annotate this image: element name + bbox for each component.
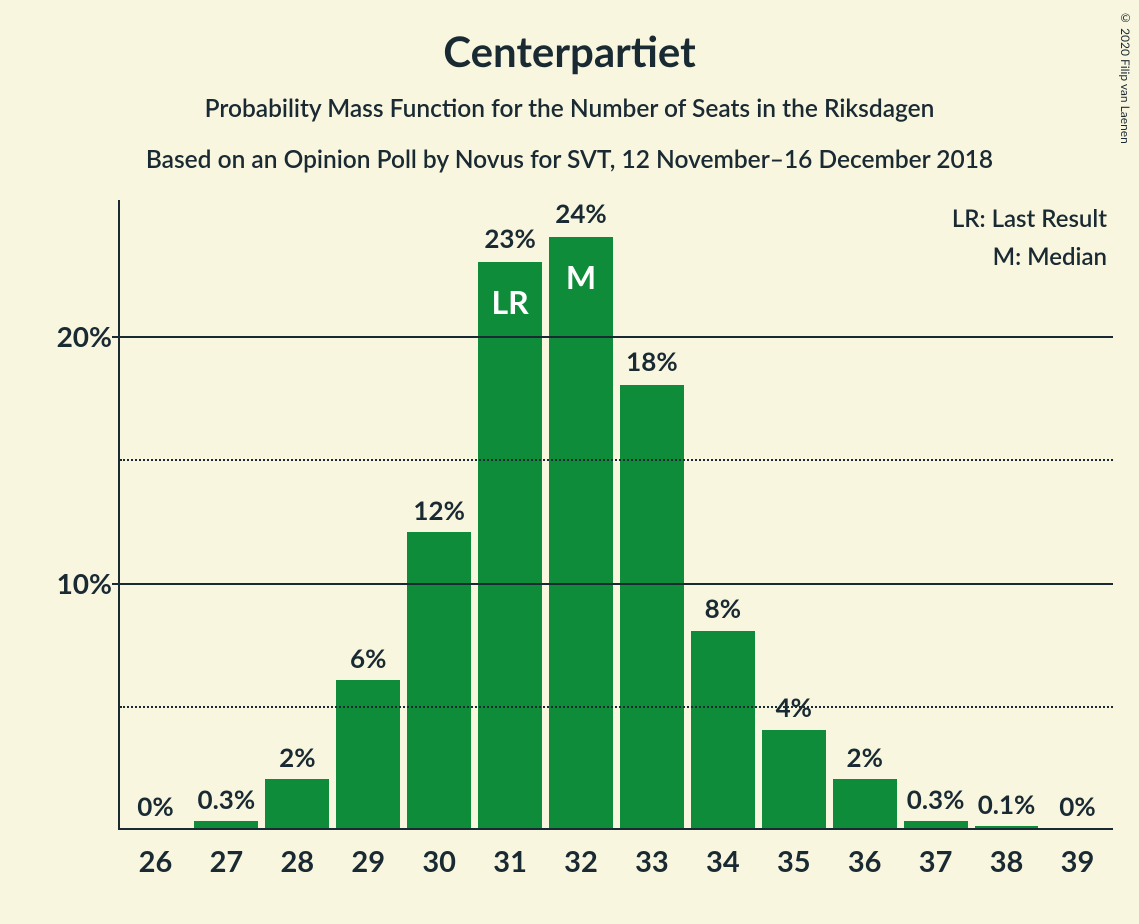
x-axis-label: 37 <box>900 828 971 879</box>
y-axis-label: 10% <box>34 566 112 600</box>
bar-value-label: 0.1% <box>971 788 1042 820</box>
chart-subtitle-1: Probability Mass Function for the Number… <box>0 76 1139 123</box>
bar-slot: M24%32 <box>546 200 617 828</box>
plot-area: 0%260.3%272%286%2912%30LR23%31M24%3218%3… <box>118 200 1113 830</box>
x-axis-label: 38 <box>971 828 1042 879</box>
bar-slot: 12%30 <box>404 200 475 828</box>
chart-title: Centerpartiet <box>0 0 1139 76</box>
bar-value-label: 24% <box>546 197 617 229</box>
bar <box>265 779 329 828</box>
bar <box>904 821 968 828</box>
x-axis-label: 32 <box>546 828 617 879</box>
bar-slot: 2%28 <box>262 200 333 828</box>
grid-minor <box>120 459 1113 461</box>
chart-subtitle-2: Based on an Opinion Poll by Novus for SV… <box>0 123 1139 174</box>
bar-slot: 8%34 <box>687 200 758 828</box>
bar <box>194 821 258 828</box>
bars-container: 0%260.3%272%286%2912%30LR23%31M24%3218%3… <box>120 200 1113 828</box>
bar <box>336 680 400 828</box>
bar: M <box>549 237 613 828</box>
bar-annotation: LR <box>478 282 542 321</box>
x-axis-label: 26 <box>120 828 191 879</box>
bar <box>691 631 755 828</box>
copyright-text: © 2020 Filip van Laenen <box>1118 10 1133 144</box>
bar-annotation: M <box>549 257 613 296</box>
bar-value-label: 0% <box>120 790 191 822</box>
x-axis-label: 29 <box>333 828 404 879</box>
x-axis-label: 36 <box>829 828 900 879</box>
chart: 0%260.3%272%286%2912%30LR23%31M24%3218%3… <box>18 200 1113 900</box>
bar-value-label: 12% <box>404 494 475 526</box>
bar-slot: 0%26 <box>120 200 191 828</box>
bar <box>407 532 471 828</box>
bar <box>833 779 897 828</box>
bar-slot: 0%39 <box>1042 200 1113 828</box>
bar-value-label: 0.3% <box>191 783 262 815</box>
y-axis-tick <box>112 336 120 338</box>
bar-slot: LR23%31 <box>475 200 546 828</box>
x-axis-label: 31 <box>475 828 546 879</box>
bar-slot: 0.3%27 <box>191 200 262 828</box>
x-axis-label: 30 <box>404 828 475 879</box>
bar-value-label: 8% <box>687 592 758 624</box>
bar-value-label: 2% <box>262 741 333 773</box>
x-axis-label: 39 <box>1042 828 1113 879</box>
bar-slot: 18%33 <box>616 200 687 828</box>
x-axis-label: 34 <box>687 828 758 879</box>
bar-slot: 4%35 <box>758 200 829 828</box>
bar-value-label: 6% <box>333 642 404 674</box>
x-axis-label: 33 <box>616 828 687 879</box>
bar-slot: 6%29 <box>333 200 404 828</box>
y-axis-label: 20% <box>34 319 112 353</box>
bar-value-label: 0% <box>1042 790 1113 822</box>
x-axis-label: 27 <box>191 828 262 879</box>
bar-value-label: 18% <box>616 345 687 377</box>
bar-slot: 0.3%37 <box>900 200 971 828</box>
y-axis-tick <box>112 583 120 585</box>
bar-value-label: 23% <box>475 222 546 254</box>
x-axis-label: 28 <box>262 828 333 879</box>
grid-major <box>120 583 1113 585</box>
bar: LR <box>478 262 542 828</box>
bar <box>762 730 826 829</box>
bar-value-label: 2% <box>829 741 900 773</box>
bar-value-label: 0.3% <box>900 783 971 815</box>
bar-slot: 2%36 <box>829 200 900 828</box>
bar <box>620 385 684 828</box>
x-axis-label: 35 <box>758 828 829 879</box>
grid-major <box>120 336 1113 338</box>
grid-minor <box>120 706 1113 708</box>
bar-slot: 0.1%38 <box>971 200 1042 828</box>
